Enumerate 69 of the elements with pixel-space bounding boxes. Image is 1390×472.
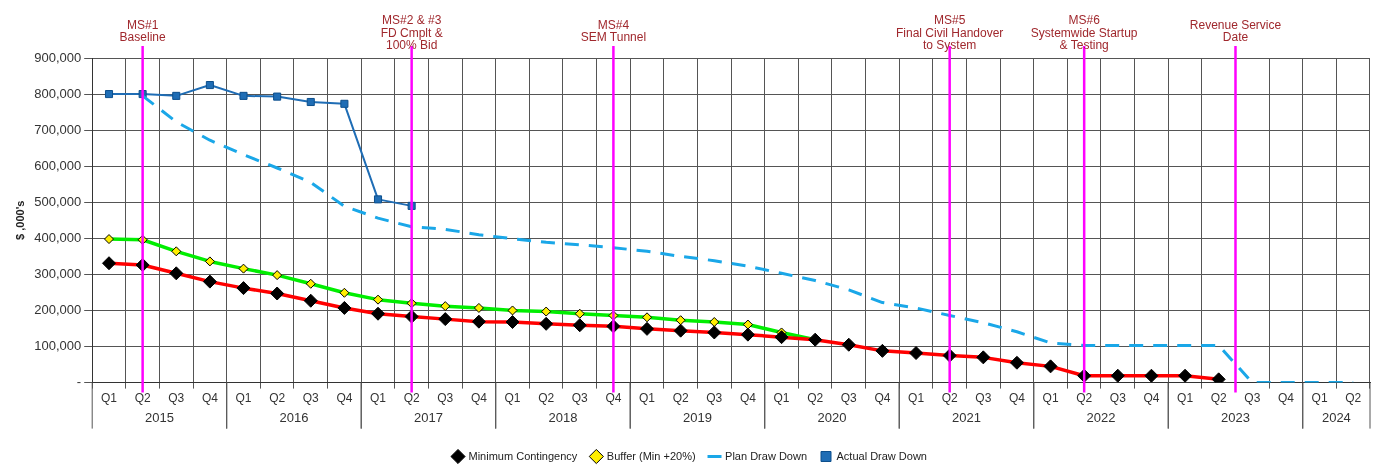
y-tick-label: 500,000	[34, 193, 82, 209]
text: MS#2 & #3 FD Cmplt & 100% Bid	[380, 13, 443, 53]
x-tick-label: Q4	[605, 391, 622, 406]
x-tick-label: Q2	[1345, 391, 1362, 406]
x-tick-label: Q3	[1244, 391, 1261, 406]
text: 2016	[279, 410, 309, 426]
y-tick-label: -	[76, 374, 82, 390]
y-tick-label: 200,000	[34, 302, 82, 318]
x-tick-label: Q1	[370, 391, 387, 406]
x-tick-label: Q2	[1076, 391, 1093, 406]
text: 2018	[548, 410, 578, 426]
x-tick-label: Q3	[706, 391, 723, 406]
y-tick-label: 100,000	[34, 338, 82, 354]
x-tick-label: Q3	[1109, 391, 1127, 406]
x-tick-label: Q1	[101, 391, 118, 406]
legend-label: Plan Draw Down	[725, 449, 808, 462]
x-tick-label: Q4	[336, 391, 353, 406]
y-tick-label: 300,000	[34, 265, 82, 281]
text: 2019	[683, 410, 712, 426]
text: MS#4 SEM Tunnel	[580, 17, 647, 45]
x-tick-label: Q3	[840, 391, 858, 406]
x-tick-label: Q1	[639, 391, 656, 406]
x-tick-label: Q2	[941, 391, 958, 406]
x-tick-label: Q4	[739, 391, 757, 406]
x-tick-label: Q2	[538, 391, 555, 406]
text: 2024	[1321, 410, 1351, 426]
x-tick-label: Q2	[672, 391, 689, 406]
x-tick-label: Q1	[773, 391, 790, 406]
y-tick-label: 600,000	[34, 157, 82, 173]
x-tick-label: Q1	[1177, 391, 1194, 406]
x-tick-label: Q2	[269, 391, 286, 406]
text: MS#1 Baseline	[119, 17, 166, 45]
x-tick-label: Q3	[571, 391, 589, 406]
x-tick-label: Q2	[807, 391, 824, 406]
text: 2021	[952, 410, 981, 426]
x-tick-label: Q4	[201, 391, 219, 406]
x-tick-label: Q2	[403, 391, 420, 406]
x-tick-label: Q1	[1042, 391, 1059, 406]
text: 2017	[414, 410, 443, 426]
x-tick-label: Q3	[437, 391, 454, 406]
x-tick-label: Q4	[1143, 391, 1160, 406]
legend-label: Buffer (Min +20%)	[606, 449, 696, 462]
x-tick-label: Q3	[975, 391, 992, 406]
y-tick-label: 800,000	[34, 85, 82, 101]
text: MS#6 Systemwide Startup & Testing	[1030, 13, 1138, 53]
legend-label: Minimum Contingency	[468, 449, 578, 462]
y-axis-title: $ ,000's	[13, 200, 26, 240]
x-tick-label: Q4	[470, 391, 488, 406]
text: MS#5 Final Civil Handover to System	[895, 13, 1004, 53]
text: 2015	[144, 410, 174, 426]
legend-label: Actual Draw Down	[836, 449, 927, 462]
x-tick-label: Q1	[504, 391, 521, 406]
x-tick-label: Q4	[874, 391, 891, 406]
x-tick-label: Q4	[1008, 391, 1026, 406]
x-tick-label: Q1	[1311, 391, 1328, 406]
x-tick-label: Q1	[235, 391, 252, 406]
text: Revenue Service Date	[1189, 17, 1282, 45]
x-tick-label: Q4	[1277, 391, 1295, 406]
x-tick-label: Q1	[908, 391, 925, 406]
y-tick-label: 700,000	[34, 121, 82, 137]
x-tick-label: Q3	[302, 391, 320, 406]
x-tick-label: Q2	[134, 391, 151, 406]
y-tick-label: 400,000	[34, 229, 82, 245]
x-tick-label: Q3	[168, 391, 185, 406]
y-tick-label: 900,000	[34, 49, 82, 65]
x-tick-label: Q2	[1210, 391, 1228, 406]
text: 2022	[1086, 410, 1116, 426]
text: 2023	[1221, 410, 1250, 426]
text: 2020	[817, 410, 847, 426]
